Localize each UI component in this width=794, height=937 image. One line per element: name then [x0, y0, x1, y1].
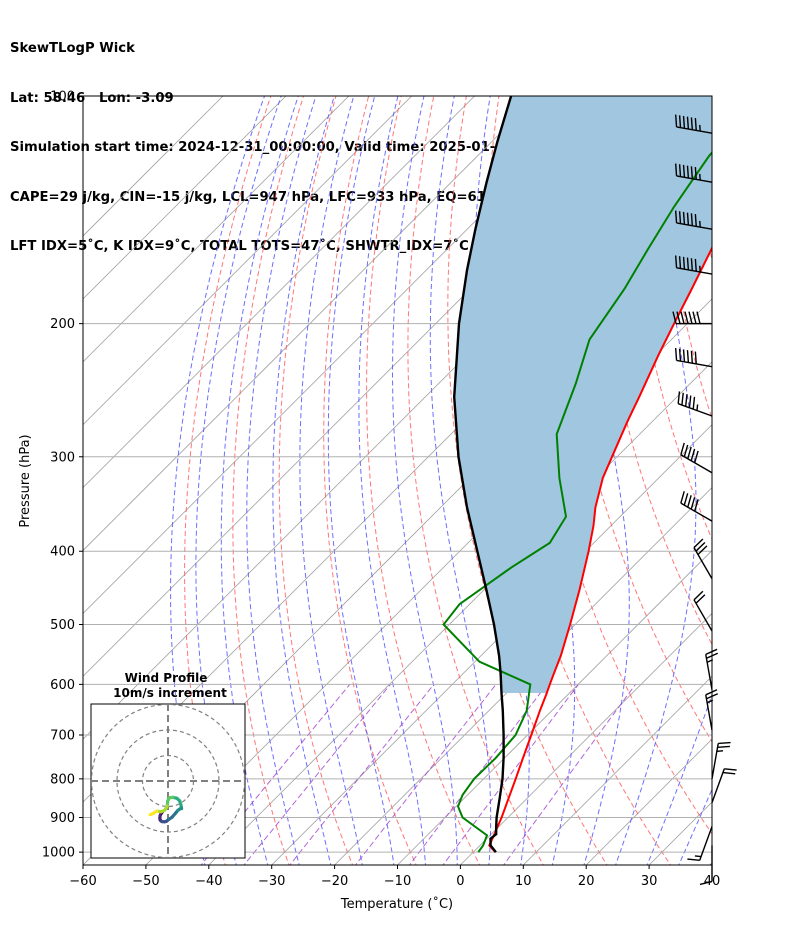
y-tick-label: 900: [50, 811, 75, 826]
mixing-ratio-line: [354, 684, 497, 865]
temperature-line: [488, 245, 712, 853]
x-tick-label: 30: [641, 874, 658, 889]
moist-adiabat-line: [220, 96, 299, 865]
x-tick-label: −60: [69, 874, 96, 889]
dry-adiabat-line: [323, 96, 417, 865]
x-axis-label: Temperature (˚C): [340, 896, 453, 912]
y-tick-label: 200: [50, 317, 75, 332]
wind-barb: [699, 845, 713, 886]
moist-adiabat-line: [709, 860, 712, 865]
wind-barb: [674, 348, 713, 368]
y-tick-label: 400: [50, 545, 75, 560]
x-tick-label: −40: [195, 874, 222, 889]
wind-barb: [674, 163, 713, 183]
x-tick-label: 20: [578, 874, 595, 889]
wind-barb: [711, 768, 737, 803]
moist-adiabat-line: [327, 96, 395, 865]
mixing-ratio-line: [442, 684, 579, 865]
moist-adiabat-line: [358, 96, 427, 865]
wind-barb: [674, 255, 713, 275]
x-tick-label: −30: [258, 874, 285, 889]
wind-barb: [674, 114, 713, 134]
isotherm-line: [83, 96, 601, 614]
wind-barb: [711, 741, 731, 779]
hodograph-subtitle: 10m/s increment: [113, 686, 227, 700]
y-tick-label: 1000: [42, 846, 75, 861]
wind-barb: [672, 311, 712, 325]
station-coordinates: Lat: 58.46 Lon: -3.09: [10, 90, 174, 106]
isotherm-line: [83, 96, 350, 363]
y-axis-label: Pressure (hPa): [18, 434, 33, 527]
hodograph-title: Wind Profile: [125, 671, 208, 685]
isotherm-line: [83, 96, 412, 426]
wind-barb: [693, 590, 713, 632]
y-tick-label: 800: [50, 772, 75, 787]
parcel-profile-line: [452, 96, 513, 853]
moist-adiabat-line: [246, 96, 317, 865]
mixing-ratio-line: [289, 684, 435, 865]
isotherm-line: [523, 675, 712, 865]
isotherm-line: [711, 864, 712, 865]
dry-adiabat-line: [726, 84, 794, 868]
wind-barb: [705, 689, 719, 731]
x-axis-ticks: −60−50−40−30−20−10010203040: [69, 865, 720, 889]
cape-shading: [454, 96, 712, 693]
isotherm-line: [83, 96, 538, 552]
x-tick-label: −20: [321, 874, 348, 889]
wind-barb: [693, 538, 713, 580]
moist-adiabat-line: [429, 96, 492, 865]
moist-adiabat-line: [678, 788, 712, 865]
isotherm-line: [83, 96, 287, 300]
x-tick-label: 0: [456, 874, 464, 889]
x-tick-label: 10: [515, 874, 532, 889]
wind-barb: [677, 391, 713, 417]
dry-adiabat-line: [184, 96, 272, 865]
hodograph-plot: [91, 704, 245, 858]
moist-adiabat-line: [523, 96, 576, 865]
y-tick-label: 700: [50, 728, 75, 743]
wind-barb: [680, 491, 713, 522]
isotherm-line: [397, 549, 712, 865]
dry-adiabat-line: [759, 84, 794, 868]
mixing-ratio-line: [243, 684, 391, 865]
moist-adiabat-line: [392, 96, 458, 865]
wind-barb: [680, 442, 713, 474]
y-tick-label: 100: [50, 90, 75, 105]
isotherm-line: [460, 612, 712, 865]
y-axis-ticks: 100 200 300 400 500 600 700 800 900 1000: [42, 90, 83, 861]
station-title: SkewTLogP Wick: [10, 41, 135, 56]
isotherm-line: [775, 96, 794, 865]
hodograph-segment: [148, 811, 156, 817]
y-tick-label: 300: [50, 450, 75, 465]
wind-barb: [705, 648, 719, 690]
isotherm-line: [271, 424, 712, 865]
hodograph-inset: Wind Profile 10m/s increment: [90, 671, 246, 859]
wind-barb: [674, 210, 713, 230]
isotherm-line: [334, 487, 712, 865]
dry-adiabat-line: [366, 96, 481, 865]
moist-adiabat-line: [272, 96, 335, 865]
isotherm-line: [83, 96, 224, 237]
x-tick-label: −50: [132, 874, 159, 889]
dry-adiabat-line: [407, 96, 544, 865]
wind-barbs: [672, 114, 737, 886]
moist-adiabat-line: [646, 693, 712, 865]
moist-adiabat-line: [615, 96, 697, 865]
moist-adiabat-lines: [170, 96, 712, 865]
y-tick-label: 600: [50, 678, 75, 693]
moist-adiabat-line: [195, 96, 282, 865]
y-tick-label: 500: [50, 618, 75, 633]
dry-adiabat-line: [278, 96, 354, 865]
mixing-ratio-line: [503, 684, 636, 865]
wind-barb: [687, 826, 713, 862]
x-tick-label: −10: [384, 874, 411, 889]
moist-adiabat-line: [170, 96, 266, 865]
moist-adiabat-line: [299, 96, 363, 865]
dewpoint-line: [442, 151, 712, 853]
